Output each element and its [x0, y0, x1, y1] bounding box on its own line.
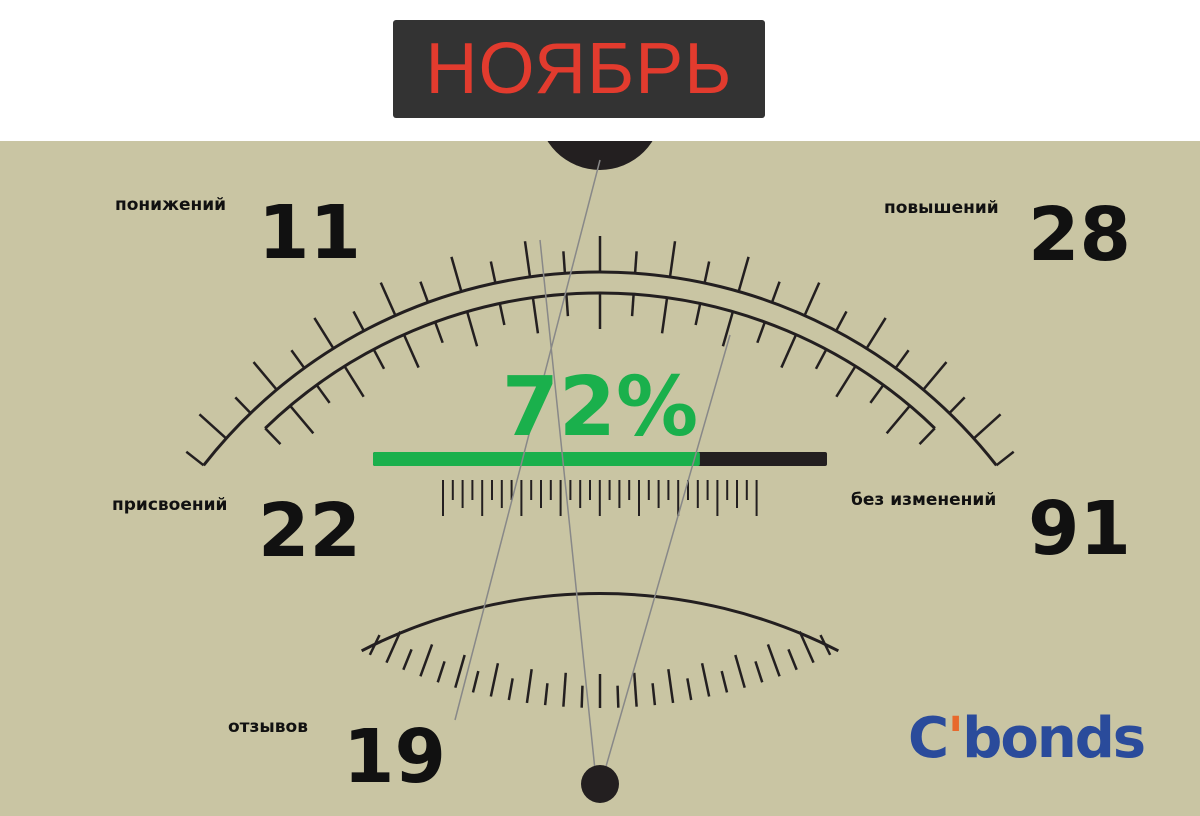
- bottom-arc: [360, 592, 840, 653]
- bottom-tick: [507, 678, 514, 701]
- outer-tick: [379, 282, 397, 316]
- bottom-tick: [787, 648, 798, 671]
- bottom-tick: [580, 685, 584, 708]
- outer-tick: [419, 281, 430, 303]
- outer-tick: [803, 282, 821, 316]
- outer-tick: [489, 261, 497, 284]
- outer-tick: [770, 281, 781, 303]
- outer-tick: [703, 261, 711, 284]
- inner-tick: [372, 348, 386, 370]
- outer-tick: [668, 241, 677, 278]
- outer-arc: [202, 270, 998, 467]
- outer-tick: [252, 361, 278, 391]
- outer-tick: [185, 450, 205, 467]
- inner-tick: [660, 297, 669, 334]
- downgrades-label: понижений: [115, 195, 227, 215]
- bottom-tick: [436, 660, 446, 683]
- inner-tick: [918, 427, 936, 445]
- inner-tick: [343, 365, 365, 398]
- needle: [454, 159, 601, 721]
- progress-fill: [373, 452, 700, 466]
- inner-tick: [565, 294, 570, 317]
- month-title: НОЯБРЬ: [393, 20, 765, 118]
- outer-tick: [972, 413, 1002, 440]
- upgrades-label: повышений: [884, 198, 999, 218]
- bottom-tick: [489, 663, 500, 697]
- bottom-pivot: [581, 765, 619, 803]
- outer-tick: [995, 450, 1015, 467]
- assignments-label: присвоений: [112, 495, 228, 515]
- inner-tick: [465, 311, 479, 347]
- bottom-tick: [720, 670, 729, 693]
- downgrades-value: 11: [258, 190, 361, 276]
- inner-tick: [433, 321, 444, 344]
- outer-tick: [865, 317, 887, 350]
- outer-tick: [198, 413, 228, 440]
- needle: [604, 334, 731, 771]
- needle: [539, 239, 596, 771]
- bottom-tick: [667, 669, 675, 704]
- inner-tick: [814, 348, 828, 370]
- unchanged-value: 91: [1028, 486, 1131, 572]
- inner-tick: [721, 311, 735, 347]
- bottom-tick: [419, 643, 434, 677]
- bottom-tick: [819, 634, 832, 656]
- bottom-tick: [402, 648, 413, 671]
- outer-tick: [523, 241, 532, 278]
- bottom-tick: [543, 683, 549, 706]
- bottom-tick: [385, 631, 402, 664]
- outer-tick: [313, 317, 335, 350]
- inner-tick: [885, 404, 911, 435]
- outer-tick: [835, 310, 848, 332]
- cbonds-logo: C'bonds: [908, 706, 1146, 771]
- bottom-tick: [754, 660, 764, 683]
- outer-tick: [290, 349, 306, 369]
- outer-tick: [737, 256, 750, 292]
- inner-tick: [756, 321, 767, 344]
- outer-tick: [633, 251, 638, 274]
- inner-tick: [402, 334, 420, 369]
- outer-tick: [922, 361, 948, 391]
- bottom-tick: [700, 663, 711, 697]
- inner-tick: [869, 384, 885, 404]
- bottom-tick: [525, 669, 533, 704]
- bottom-tick: [686, 678, 693, 701]
- withdrawals-value: 19: [343, 714, 446, 800]
- inner-tick: [780, 334, 798, 369]
- inner-tick: [694, 303, 702, 326]
- bottom-tick: [651, 683, 657, 706]
- outer-tick: [894, 349, 910, 369]
- outer-tick: [948, 396, 966, 415]
- inner-tick: [289, 404, 315, 435]
- bottom-tick: [562, 672, 567, 707]
- inner-tick: [835, 365, 857, 398]
- upgrades-value: 28: [1028, 192, 1131, 278]
- outer-tick: [352, 310, 365, 332]
- inner-tick: [315, 384, 331, 404]
- bottom-tick: [454, 654, 466, 689]
- inner-tick: [630, 294, 635, 317]
- bottom-tick: [368, 634, 381, 656]
- bottom-tick: [633, 672, 638, 707]
- assignments-value: 22: [258, 488, 361, 574]
- bottom-tick: [734, 654, 746, 689]
- outer-tick: [234, 396, 252, 415]
- bottom-tick: [471, 670, 480, 693]
- inner-tick: [498, 303, 506, 326]
- bottom-tick: [616, 685, 620, 708]
- bottom-tick: [798, 631, 815, 664]
- inner-tick: [264, 427, 282, 445]
- percent-value: 72%: [501, 360, 699, 455]
- inner-tick: [531, 297, 540, 334]
- withdrawals-label: отзывов: [228, 717, 308, 737]
- bottom-tick: [766, 643, 781, 677]
- unchanged-label: без изменений: [851, 490, 997, 510]
- outer-tick: [450, 256, 463, 292]
- outer-tick: [562, 251, 567, 274]
